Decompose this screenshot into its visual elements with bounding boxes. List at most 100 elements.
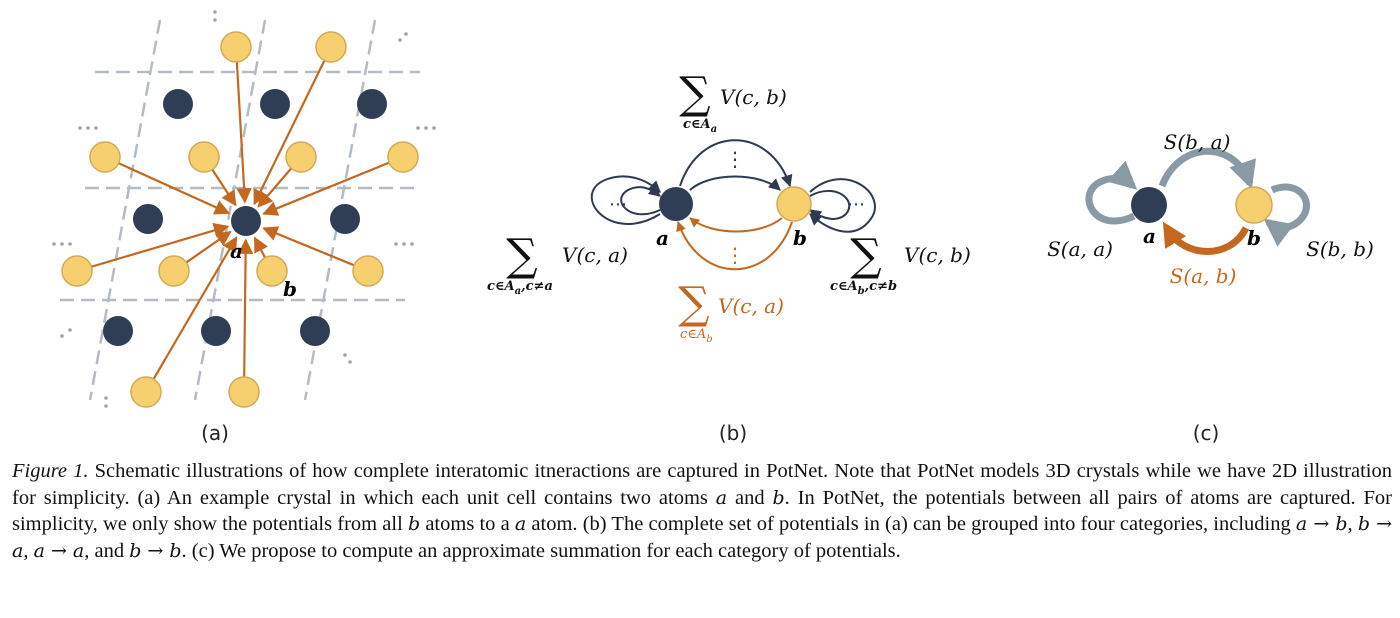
atom-a — [163, 89, 193, 119]
panel-b-atom-a — [659, 187, 693, 221]
caption-category: b → a — [12, 513, 1393, 562]
panel-a-arrows — [91, 59, 390, 380]
atom-b — [352, 255, 384, 287]
panel-a-atoms — [61, 31, 419, 408]
atom-b — [285, 141, 317, 173]
figure-1: a b (a) ⋮ ⋮ ⋯ ⋯ a b ∑ c∈Aa V(c, b) — [52, 10, 1374, 445]
atom-b — [228, 376, 260, 408]
panel-b-label: (b) — [719, 421, 747, 445]
self-loop-a-inner — [620, 184, 661, 216]
caption-figure-label: Figure 1. — [12, 460, 89, 482]
sum-left-op: ∑ — [506, 230, 537, 281]
label-s-ba: S(b, a) — [1164, 130, 1231, 154]
caption-category: b → b — [129, 539, 182, 562]
atom-a — [231, 206, 261, 236]
figure-caption: Figure 1. Schematic illustrations of how… — [12, 458, 1392, 564]
atom-b — [130, 376, 162, 408]
atom-b — [61, 255, 93, 287]
sum-bottom-term: V(c, a) — [718, 294, 784, 318]
arc-c-bottom — [1162, 221, 1250, 255]
potential-arrow — [257, 167, 293, 208]
atom-b — [188, 141, 220, 173]
potential-arrow — [211, 168, 237, 207]
sum-bottom-sub: c∈Ab — [680, 327, 713, 345]
label-s-bb: S(b, b) — [1306, 237, 1374, 261]
caption-atom-b: b — [772, 486, 785, 509]
arc-top-outer — [679, 139, 793, 188]
atom-a — [201, 316, 231, 346]
sum-bottom-op: ∑ — [678, 278, 709, 329]
label-s-aa: S(a, a) — [1047, 237, 1113, 261]
sum-left: ∑ c∈Aa,c≠a V(c, a) — [487, 230, 628, 297]
sum-top: ∑ c∈Aa V(c, b) — [679, 68, 786, 135]
caption-text: and — [727, 486, 773, 509]
atom-a — [260, 89, 290, 119]
caption-atom-a: a — [715, 486, 728, 509]
panel-b-atom-b — [776, 186, 812, 222]
caption-category: a → b — [1295, 513, 1348, 535]
panel-b-atom-b-label: b — [793, 226, 807, 250]
caption-text: , and — [84, 539, 130, 562]
vdots-bottom: ⋮ — [725, 243, 745, 267]
potential-arrow — [235, 61, 252, 204]
panel-a-atom-a-label: a — [230, 239, 243, 263]
caption-text: . In PotNet, the potentials between all … — [12, 486, 1392, 536]
potential-arrow — [262, 161, 390, 216]
sum-top-op: ∑ — [679, 68, 710, 119]
caption-text: atoms to a — [420, 513, 515, 535]
potential-arrow — [253, 59, 326, 206]
panel-c: a b S(b, a) S(a, a) S(a, b) S(b, b) (c) — [1047, 130, 1374, 445]
panel-b: ⋮ ⋮ ⋯ ⋯ a b ∑ c∈Aa V(c, b) ∑ c∈Aa,c≠a V(… — [487, 68, 971, 445]
atom-a — [300, 316, 330, 346]
atom-b — [256, 255, 288, 287]
panel-c-atom-b-label: b — [1247, 226, 1261, 250]
panel-a-atom-b-label: b — [283, 277, 297, 301]
atom-a — [330, 204, 360, 234]
arc-bottom-inner — [689, 217, 783, 233]
caption-text: atom. (b) The complete set of potentials… — [526, 513, 1296, 535]
sum-top-term: V(c, b) — [720, 85, 787, 109]
sum-left-sub: c∈Aa,c≠a — [487, 279, 553, 297]
sum-right-term: V(c, b) — [904, 243, 971, 267]
panel-c-atom-b — [1235, 186, 1273, 224]
loop-c-a — [1085, 160, 1138, 225]
panel-c-label: (c) — [1193, 421, 1220, 445]
label-s-ab: S(a, b) — [1170, 264, 1237, 288]
potential-arrow — [237, 238, 254, 378]
self-loop-b-inner — [809, 190, 851, 222]
caption-atom-b: b — [407, 513, 421, 535]
lattice-dots — [52, 10, 436, 408]
arc-bottom-outer — [676, 221, 793, 271]
caption-text: Schematic illustrations of how complete … — [12, 460, 1392, 509]
arc-top-inner — [689, 175, 781, 191]
loop-c-b — [1263, 183, 1310, 247]
caption-text: . (c) We propose to compute an approxima… — [181, 539, 901, 562]
potential-arrow — [152, 236, 238, 380]
dots-right: ⋯ — [847, 194, 865, 215]
potential-arrow — [118, 162, 231, 215]
panel-c-atom-a — [1131, 187, 1167, 223]
caption-category: a → a — [33, 539, 85, 562]
vdots-top: ⋮ — [725, 147, 745, 171]
arc-c-top — [1158, 147, 1256, 190]
sum-right: ∑ c∈Ab,c≠b V(c, b) — [830, 230, 971, 297]
atom-a — [103, 316, 133, 346]
potential-arrow — [91, 222, 230, 268]
sum-right-op: ∑ — [850, 230, 881, 281]
panel-c-atom-a-label: a — [1143, 224, 1156, 248]
atom-b — [89, 141, 121, 173]
caption-text: , — [1347, 513, 1358, 535]
caption-text: , — [23, 539, 34, 562]
atom-b — [387, 141, 419, 173]
dots-left: ⋯ — [609, 194, 627, 215]
self-loop-b-outer — [809, 178, 876, 233]
atom-b — [158, 255, 190, 287]
atom-a — [357, 89, 387, 119]
panel-a: a b (a) — [52, 10, 436, 445]
sum-bottom: ∑ c∈Ab V(c, a) — [678, 278, 784, 345]
potential-arrow — [262, 226, 355, 267]
atom-a — [133, 204, 163, 234]
panel-b-atom-a-label: a — [656, 226, 669, 250]
sum-top-sub: c∈Aa — [683, 117, 717, 135]
self-loop-a-outer — [590, 175, 661, 225]
